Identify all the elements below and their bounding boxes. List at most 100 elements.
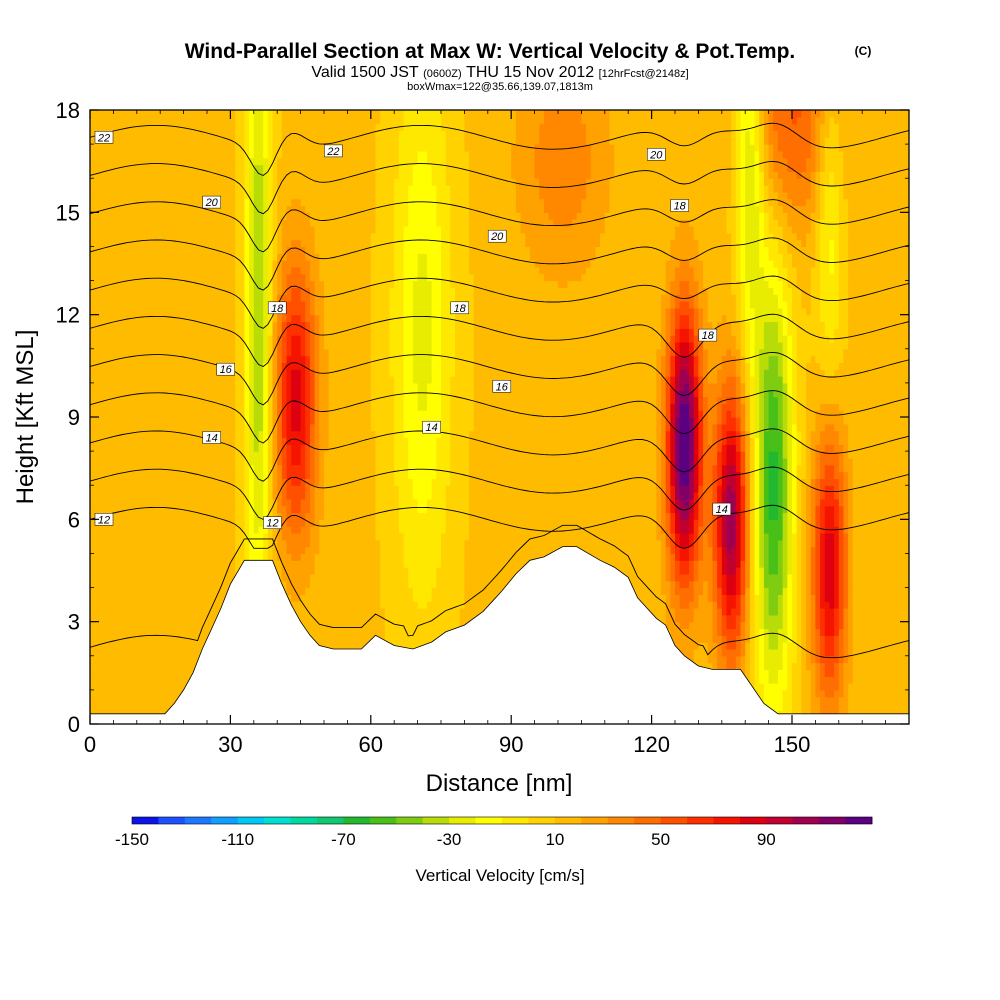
velocity-cell xyxy=(188,492,194,500)
velocity-cell xyxy=(216,498,222,507)
velocity-cell xyxy=(267,225,274,234)
velocity-cell xyxy=(342,614,348,623)
velocity-cell xyxy=(202,307,208,316)
velocity-cell xyxy=(174,396,180,404)
velocity-cell xyxy=(136,437,143,445)
velocity-cell xyxy=(305,144,311,152)
velocity-cell xyxy=(99,150,105,159)
velocity-cell xyxy=(99,225,105,234)
velocity-cell xyxy=(174,683,180,691)
velocity-cell xyxy=(160,171,166,179)
velocity-cell xyxy=(211,137,217,145)
velocity-cell xyxy=(127,614,133,623)
velocity-cell xyxy=(230,232,236,241)
velocity-cell xyxy=(291,348,297,357)
velocity-cell xyxy=(164,423,171,432)
velocity-cell xyxy=(267,212,274,220)
velocity-cell xyxy=(99,696,105,705)
velocity-cell xyxy=(314,348,320,357)
velocity-cell xyxy=(155,307,161,316)
velocity-cell xyxy=(155,417,161,425)
velocity-cell xyxy=(267,232,274,241)
velocity-cell xyxy=(202,335,208,343)
velocity-cell xyxy=(136,539,143,548)
velocity-cell xyxy=(295,464,302,473)
velocity-cell xyxy=(281,294,288,302)
velocity-cell xyxy=(127,546,133,555)
velocity-cell xyxy=(160,287,166,295)
velocity-cell xyxy=(141,301,147,309)
velocity-cell xyxy=(141,130,147,138)
velocity-cell xyxy=(328,628,334,636)
velocity-cell xyxy=(127,225,133,234)
velocity-cell xyxy=(216,355,222,364)
velocity-cell xyxy=(132,580,138,589)
velocity-cell xyxy=(333,123,339,132)
velocity-cell xyxy=(150,253,157,261)
velocity-cell xyxy=(300,464,306,473)
velocity-cell xyxy=(225,314,231,323)
velocity-cell xyxy=(277,205,283,213)
velocity-cell xyxy=(239,444,246,452)
velocity-cell xyxy=(169,423,175,432)
velocity-cell xyxy=(300,410,306,418)
velocity-cell xyxy=(113,246,119,254)
velocity-cell xyxy=(291,451,297,459)
velocity-cell xyxy=(122,492,129,500)
velocity-cell xyxy=(225,273,231,282)
velocity-cell xyxy=(108,621,114,630)
velocity-cell xyxy=(127,689,133,698)
velocity-cell xyxy=(132,225,138,234)
velocity-cell xyxy=(277,273,283,282)
velocity-cell xyxy=(136,116,143,125)
velocity-cell xyxy=(333,519,339,527)
velocity-cell xyxy=(174,642,180,650)
velocity-cell xyxy=(183,403,189,411)
velocity-cell xyxy=(108,219,114,227)
velocity-cell xyxy=(221,239,227,248)
velocity-cell xyxy=(319,410,325,418)
velocity-cell xyxy=(239,116,246,125)
velocity-cell xyxy=(169,519,175,527)
velocity-cell xyxy=(324,348,330,357)
velocity-cell xyxy=(253,219,260,227)
velocity-cell xyxy=(141,273,147,282)
velocity-cell xyxy=(244,519,250,527)
velocity-cell xyxy=(305,130,311,138)
velocity-cell xyxy=(127,676,133,684)
velocity-cell xyxy=(291,137,297,145)
velocity-cell xyxy=(221,505,227,514)
velocity-cell xyxy=(150,287,157,295)
velocity-cell xyxy=(141,553,147,561)
velocity-cell xyxy=(127,382,133,391)
velocity-cell xyxy=(122,635,129,643)
velocity-cell xyxy=(99,628,105,636)
velocity-cell xyxy=(150,410,157,418)
velocity-cell xyxy=(235,403,241,411)
velocity-cell xyxy=(309,150,316,159)
velocity-cell xyxy=(155,546,161,555)
velocity-cell xyxy=(314,301,320,309)
velocity-cell xyxy=(146,478,152,486)
velocity-cell xyxy=(314,335,320,343)
velocity-cell xyxy=(90,144,96,152)
velocity-cell xyxy=(342,335,348,343)
velocity-cell xyxy=(178,601,185,609)
velocity-cell xyxy=(309,273,316,282)
velocity-cell xyxy=(249,369,255,377)
velocity-cell xyxy=(202,239,208,248)
velocity-cell xyxy=(160,560,166,568)
velocity-cell xyxy=(202,457,208,466)
velocity-cell xyxy=(197,205,203,213)
velocity-cell xyxy=(277,157,283,166)
velocity-cell xyxy=(267,553,274,561)
velocity-cell xyxy=(122,171,129,179)
velocity-cell xyxy=(183,662,189,671)
velocity-cell xyxy=(127,253,133,261)
velocity-cell xyxy=(192,532,199,541)
velocity-cell xyxy=(338,608,344,616)
velocity-cell xyxy=(90,198,96,207)
velocity-cell xyxy=(192,341,199,350)
velocity-cell xyxy=(132,232,138,241)
velocity-cell xyxy=(333,553,339,561)
